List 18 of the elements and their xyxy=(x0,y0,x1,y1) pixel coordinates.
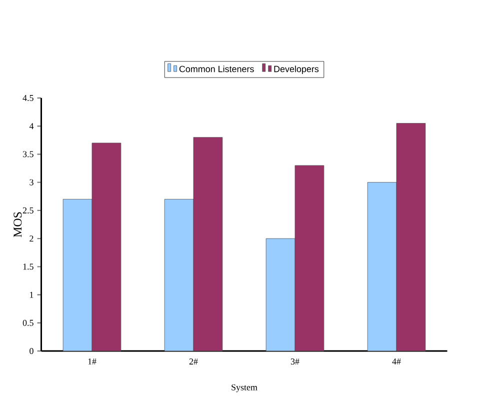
y-tick-label: 4.5 xyxy=(22,94,34,102)
y-tick-label: 1 xyxy=(30,292,34,298)
legend-label: Common Listeners xyxy=(179,66,254,72)
legend-label: Developers xyxy=(274,66,319,74)
y-tick-label: 0 xyxy=(30,348,34,354)
y-tick-label: 4 xyxy=(29,123,34,130)
x-tick-label: 3# xyxy=(290,358,300,365)
x-tick-label: 1# xyxy=(88,358,96,364)
y-tick-label: 0.5 xyxy=(22,320,34,326)
y-tick-label: 3 xyxy=(30,179,34,186)
y-tick-label: 1.5 xyxy=(23,264,34,270)
x-axis-title: System xyxy=(232,384,258,392)
x-tick-label: 2# xyxy=(189,358,198,364)
x-tick-label: 4# xyxy=(392,358,401,364)
y-tick-label: 3.5 xyxy=(22,151,34,158)
y-tick-label: 2 xyxy=(30,236,34,242)
y-tick-label: 2.5 xyxy=(22,207,34,214)
y-axis-title: MOS xyxy=(14,212,22,238)
